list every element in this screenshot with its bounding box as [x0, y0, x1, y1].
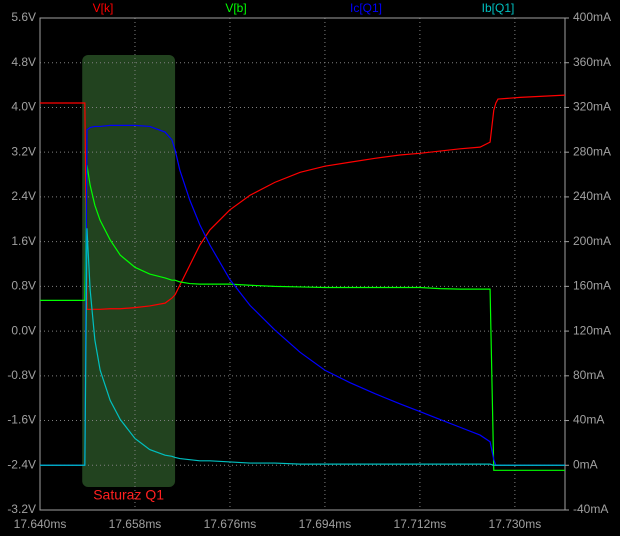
y2-tick-label: 240mA	[573, 189, 611, 203]
y2-tick-label: 40mA	[573, 413, 604, 427]
series-line	[40, 94, 566, 310]
legend-label: V[k]	[93, 1, 114, 15]
y-tick-label: 4.8V	[11, 55, 36, 69]
series-line	[40, 228, 565, 466]
y-tick-label: 0.8V	[11, 279, 36, 293]
x-tick-label: 17.730ms	[489, 517, 542, 531]
saturation-region	[82, 55, 176, 487]
legend-label: Ib[Q1]	[482, 1, 515, 15]
series-line	[40, 124, 565, 466]
y-tick-label: 1.6V	[11, 234, 36, 248]
x-tick-label: 17.694ms	[299, 517, 352, 531]
y-tick-label: 5.6V	[11, 10, 36, 24]
y-tick-label: 2.4V	[11, 189, 36, 203]
y-tick-label: -2.4V	[7, 457, 36, 471]
plot-frame	[39, 17, 566, 511]
x-tick-label: 17.712ms	[394, 517, 447, 531]
y2-tick-label: 0mA	[573, 457, 598, 471]
x-tick-label: 17.658ms	[109, 517, 162, 531]
y2-tick-label: 80mA	[573, 368, 604, 382]
x-tick-label: 17.676ms	[204, 517, 257, 531]
y2-tick-label: 360mA	[573, 55, 611, 69]
y2-tick-label: -40mA	[573, 502, 608, 516]
legend-label: Ic[Q1]	[350, 1, 382, 15]
annotation-label: Saturaz Q1	[93, 487, 164, 503]
y2-tick-label: 120mA	[573, 323, 611, 337]
y-tick-label: -0.8V	[7, 368, 36, 382]
y-tick-label: 4.0V	[11, 100, 36, 114]
y-tick-label: -1.6V	[7, 413, 36, 427]
y-tick-label: -3.2V	[7, 502, 36, 516]
y-tick-label: 0.0V	[11, 323, 36, 337]
y2-tick-label: 320mA	[573, 100, 611, 114]
y2-tick-label: 200mA	[573, 234, 611, 248]
y-tick-label: 3.2V	[11, 144, 36, 158]
series-line	[40, 164, 565, 471]
y2-tick-label: 160mA	[573, 279, 611, 293]
y2-tick-label: 400mA	[573, 10, 611, 24]
y2-tick-label: 280mA	[573, 144, 611, 158]
legend-label: V[b]	[225, 1, 246, 15]
x-tick-label: 17.640ms	[14, 517, 67, 531]
